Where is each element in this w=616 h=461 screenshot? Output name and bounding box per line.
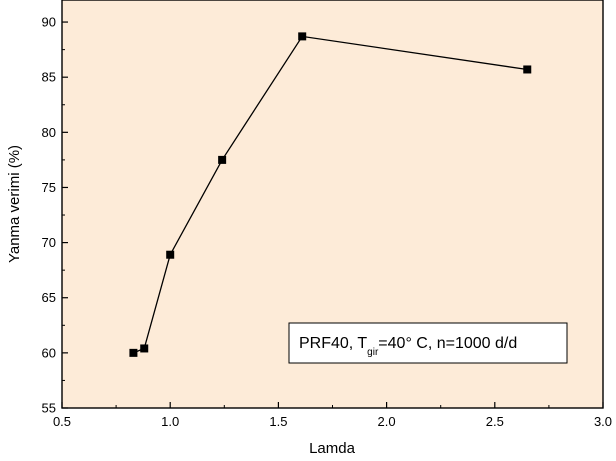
x-tick-label: 2.0: [378, 414, 396, 429]
x-tick-label: 3.0: [594, 414, 612, 429]
data-markers: [129, 32, 532, 357]
data-point-marker: [523, 65, 532, 74]
annotation-text: PRF40, Tgir=40° C, n=1000 d/d: [299, 335, 517, 358]
annotation-subscript: gir: [367, 347, 379, 358]
annotation-prefix: PRF40, T: [299, 335, 367, 352]
x-tick-label: 0.5: [53, 414, 71, 429]
y-tick-label: 65: [42, 290, 56, 305]
x-axis-ticks: 0.5 1.0 1.5 2.0 2.5 3.0: [53, 402, 612, 429]
y-tick-label: 70: [42, 235, 56, 250]
annotation-box: PRF40, Tgir=40° C, n=1000 d/d: [288, 322, 568, 364]
data-point-marker: [166, 250, 175, 259]
y-tick-label: 80: [42, 125, 56, 140]
y-tick-label: 75: [42, 180, 56, 195]
x-tick-label: 1.0: [161, 414, 179, 429]
data-point-marker: [140, 344, 149, 353]
annotation-frame: [288, 322, 568, 364]
y-tick-label: 55: [42, 401, 56, 416]
y-tick-label: 90: [42, 15, 56, 30]
y-tick-label: 60: [42, 345, 56, 360]
x-axis-title: Lamda: [309, 440, 356, 457]
x-tick-label: 2.5: [486, 414, 504, 429]
plot-frame: [61, 0, 604, 409]
y-axis-ticks: 55 60 65 70 75 80 85 90: [42, 15, 68, 416]
annotation-suffix: =40° C, n=1000 d/d: [378, 335, 517, 352]
data-point-marker: [218, 155, 227, 164]
y-tick-label: 85: [42, 70, 56, 85]
x-tick-label: 1.5: [269, 414, 287, 429]
y-axis-title: Yanma verimi (%): [6, 145, 23, 263]
data-point-marker: [129, 348, 138, 357]
data-point-marker: [298, 32, 307, 41]
